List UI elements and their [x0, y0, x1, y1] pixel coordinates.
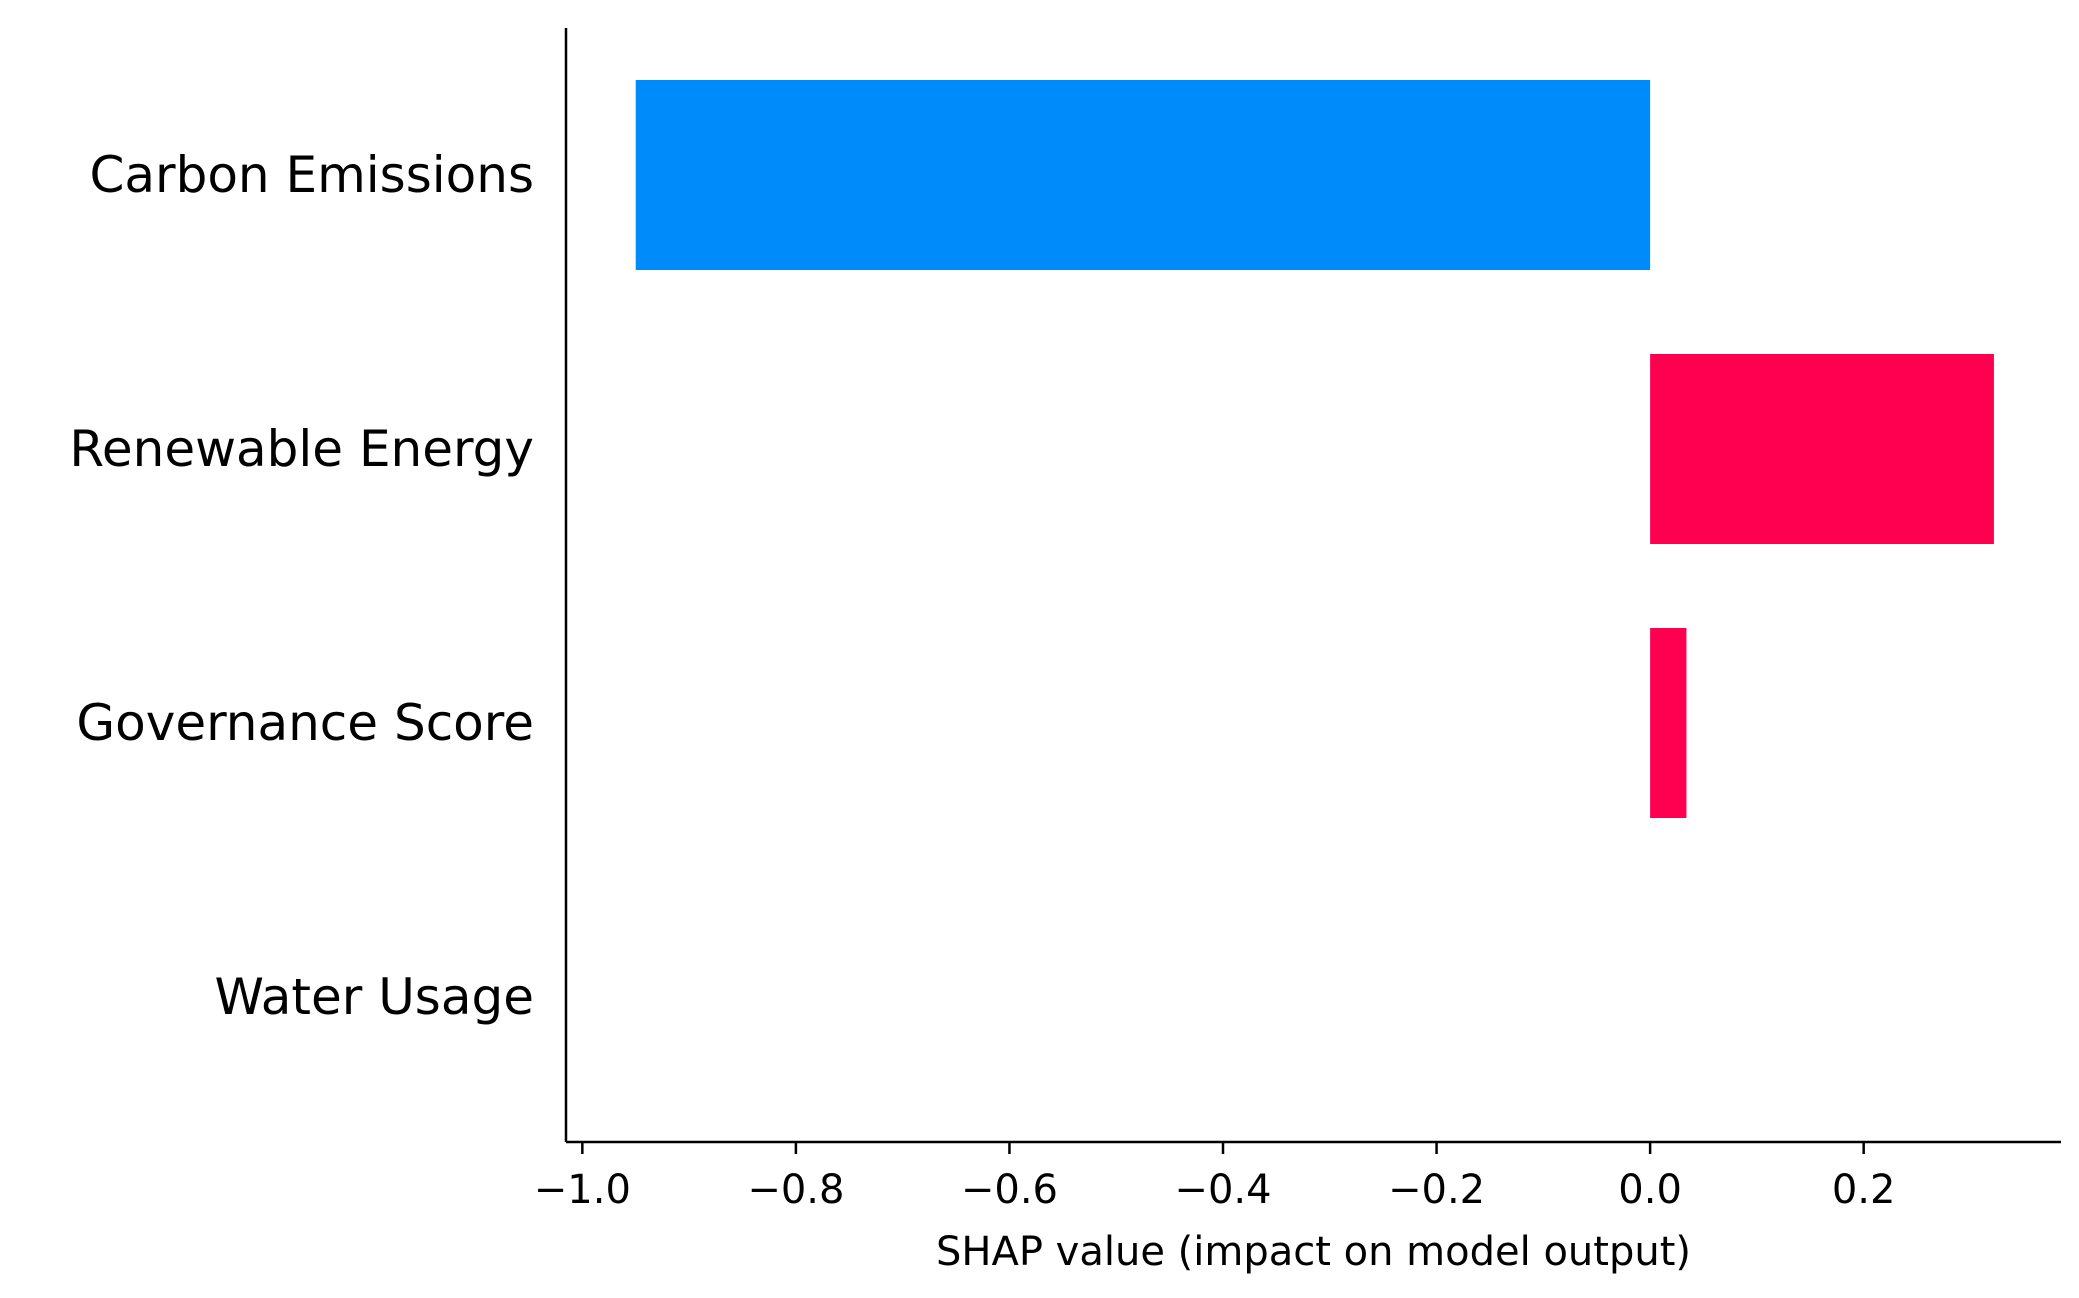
- category-label-carbon-emissions: Carbon Emissions: [89, 146, 534, 204]
- x-tick-label: 0.0: [1618, 1167, 1682, 1213]
- category-label-water-usage: Water Usage: [215, 968, 534, 1026]
- bar-governance-score: [1650, 628, 1687, 818]
- x-tick-label: −1.0: [534, 1167, 631, 1213]
- x-axis-title: SHAP value (impact on model output): [936, 1229, 1691, 1275]
- category-label-renewable-energy: Renewable Energy: [69, 420, 534, 478]
- x-tick-label: 0.2: [1832, 1167, 1896, 1213]
- category-labels: Carbon Emissions Renewable Energy Governan…: [69, 146, 534, 1026]
- bar-renewable-energy: [1650, 354, 1994, 544]
- x-tick-label: −0.2: [1388, 1167, 1485, 1213]
- bar-carbon-emissions: [635, 80, 1651, 270]
- x-tick-label: −0.4: [1174, 1167, 1271, 1213]
- category-label-governance-score: Governance Score: [76, 694, 534, 752]
- x-tick-label: −0.8: [747, 1167, 844, 1213]
- x-axis-ticks: −1.0 −0.8 −0.6 −0.4 −0.2 0.0 0.2: [534, 1142, 1896, 1213]
- bars-layer: [635, 80, 1994, 818]
- x-tick-label: −0.6: [961, 1167, 1058, 1213]
